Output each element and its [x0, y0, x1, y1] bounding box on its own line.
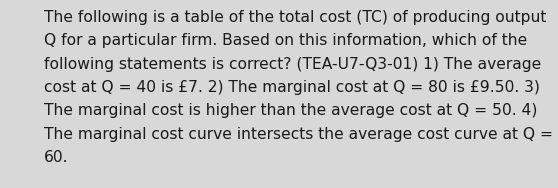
Text: 60.: 60. — [44, 150, 69, 165]
Text: following statements is correct? (TEA-U7-Q3-01) 1) The average: following statements is correct? (TEA-U7… — [44, 57, 541, 72]
Text: cost at Q = 40 is £7. 2) The marginal cost at Q = 80 is £9.50. 3): cost at Q = 40 is £7. 2) The marginal co… — [44, 80, 540, 95]
Text: The following is a table of the total cost (TC) of producing output: The following is a table of the total co… — [44, 10, 546, 25]
Text: The marginal cost is higher than the average cost at Q = 50. 4): The marginal cost is higher than the ave… — [44, 103, 537, 118]
Text: Q for a particular firm. Based on this information, which of the: Q for a particular firm. Based on this i… — [44, 33, 527, 48]
Text: The marginal cost curve intersects the average cost curve at Q =: The marginal cost curve intersects the a… — [44, 127, 553, 142]
